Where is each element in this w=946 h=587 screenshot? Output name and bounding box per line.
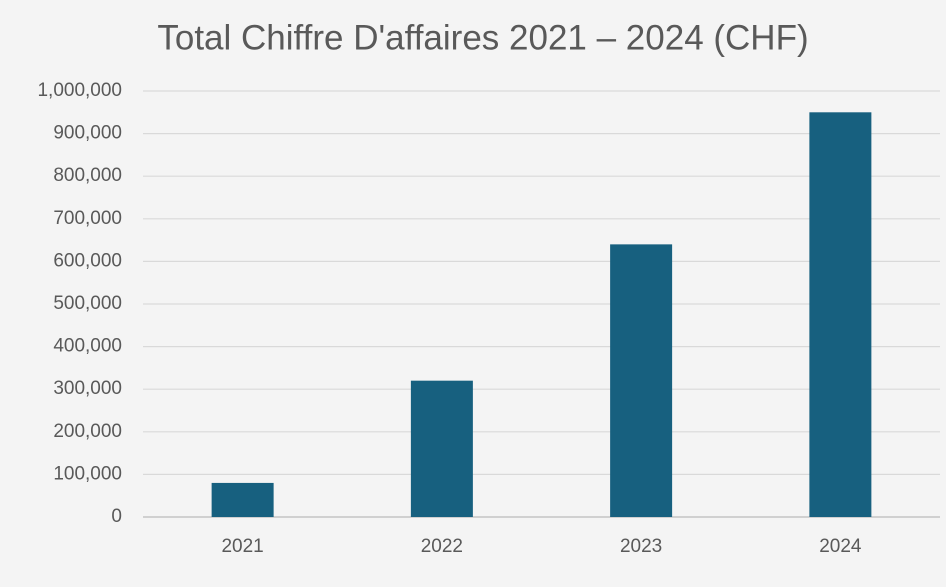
y-tick-label: 400,000 bbox=[53, 336, 122, 357]
y-tick-label: 600,000 bbox=[53, 250, 122, 271]
x-tick-label: 2024 bbox=[819, 536, 862, 557]
chart-title: Total Chiffre D'affaires 2021 – 2024 (CH… bbox=[157, 18, 808, 57]
y-tick-label: 0 bbox=[111, 506, 122, 527]
x-tick-label: 2021 bbox=[221, 536, 263, 557]
y-tick-label: 700,000 bbox=[53, 208, 122, 229]
y-tick-label: 300,000 bbox=[53, 378, 122, 399]
x-tick-label: 2023 bbox=[620, 536, 662, 557]
y-tick-label: 500,000 bbox=[53, 293, 122, 314]
y-tick-label: 1,000,000 bbox=[37, 80, 122, 101]
bar bbox=[809, 112, 872, 518]
y-tick-label: 200,000 bbox=[53, 421, 122, 442]
x-tick-label: 2022 bbox=[421, 536, 463, 557]
bar bbox=[610, 244, 673, 518]
bar bbox=[211, 482, 274, 517]
y-tick-label: 900,000 bbox=[53, 123, 122, 144]
y-tick-label: 100,000 bbox=[53, 463, 122, 484]
y-tick-label: 800,000 bbox=[53, 165, 122, 186]
bar bbox=[410, 380, 473, 517]
